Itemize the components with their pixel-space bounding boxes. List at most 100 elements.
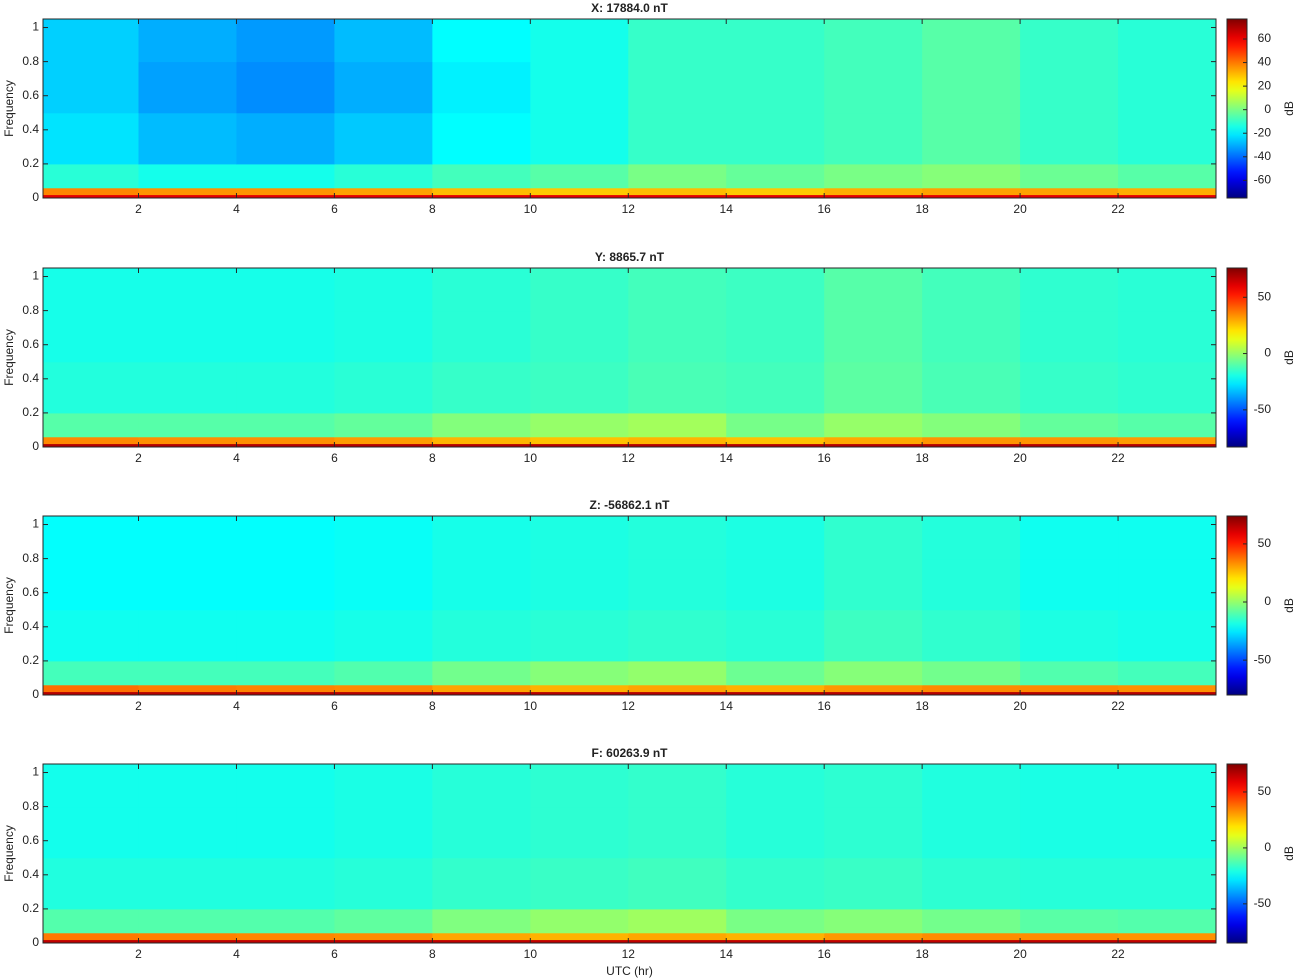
cell bbox=[432, 691, 531, 695]
cell bbox=[628, 660, 727, 686]
cell bbox=[43, 806, 140, 859]
cell bbox=[138, 163, 237, 189]
cell bbox=[43, 443, 140, 447]
x-tick-label: 10 bbox=[524, 202, 538, 216]
cell bbox=[236, 112, 335, 165]
y-tick-label: 1 bbox=[32, 269, 39, 283]
cell bbox=[43, 691, 140, 695]
cell bbox=[628, 187, 727, 196]
x-tick-label: 8 bbox=[429, 202, 436, 216]
cell bbox=[432, 61, 531, 114]
cell bbox=[726, 436, 825, 445]
cell bbox=[138, 684, 237, 693]
cell bbox=[334, 194, 433, 198]
cell bbox=[43, 764, 140, 808]
cell bbox=[43, 932, 140, 941]
chart-title: Z: -56862.1 nT bbox=[589, 498, 670, 512]
cell bbox=[43, 609, 140, 662]
cell bbox=[236, 764, 335, 808]
cell bbox=[530, 436, 629, 445]
cell bbox=[628, 857, 727, 910]
x-tick-label: 4 bbox=[233, 947, 240, 961]
cell bbox=[922, 436, 1021, 445]
cell bbox=[824, 939, 923, 943]
cell bbox=[432, 806, 531, 859]
cell bbox=[1118, 908, 1216, 934]
cell bbox=[432, 19, 531, 63]
cell bbox=[824, 516, 923, 560]
cell bbox=[432, 194, 531, 198]
cell bbox=[236, 908, 335, 934]
cell bbox=[1020, 268, 1119, 312]
cell bbox=[334, 443, 433, 447]
cell bbox=[334, 268, 433, 312]
cell bbox=[1118, 443, 1216, 447]
x-tick-label: 18 bbox=[915, 947, 929, 961]
x-tick-label: 12 bbox=[622, 451, 636, 465]
y-tick-label: 0.4 bbox=[22, 619, 39, 633]
cell bbox=[236, 691, 335, 695]
cell bbox=[530, 310, 629, 363]
cell bbox=[138, 187, 237, 196]
cell bbox=[726, 187, 825, 196]
x-tick-label: 6 bbox=[331, 699, 338, 713]
x-tick-label: 8 bbox=[429, 947, 436, 961]
cell bbox=[43, 558, 140, 611]
cell bbox=[824, 609, 923, 662]
y-tick-label: 0.4 bbox=[22, 371, 39, 385]
y-tick-label: 0.4 bbox=[22, 867, 39, 881]
cell bbox=[1118, 361, 1216, 414]
cell bbox=[236, 516, 335, 560]
cell bbox=[432, 412, 531, 438]
cell bbox=[43, 412, 140, 438]
cell bbox=[43, 939, 140, 943]
cell bbox=[726, 939, 825, 943]
cell bbox=[628, 806, 727, 859]
cell bbox=[236, 361, 335, 414]
cell bbox=[922, 412, 1021, 438]
axes-box bbox=[42, 18, 1217, 199]
cell bbox=[138, 558, 237, 611]
colorbar-tick-label: -50 bbox=[1254, 896, 1272, 910]
cell bbox=[1118, 764, 1216, 808]
x-tick-label: 14 bbox=[720, 451, 734, 465]
x-tick-label: 2 bbox=[135, 947, 142, 961]
cell bbox=[432, 857, 531, 910]
x-tick-label: 20 bbox=[1013, 699, 1027, 713]
cell bbox=[530, 194, 629, 198]
x-tick-label: 16 bbox=[818, 699, 832, 713]
x-tick-label: 18 bbox=[915, 699, 929, 713]
y-tick-label: 1 bbox=[32, 517, 39, 531]
cell bbox=[334, 806, 433, 859]
cell bbox=[1118, 806, 1216, 859]
cell bbox=[138, 19, 237, 63]
cell bbox=[138, 436, 237, 445]
cell bbox=[824, 684, 923, 693]
cell bbox=[334, 436, 433, 445]
x-tick-label: 12 bbox=[622, 947, 636, 961]
cell bbox=[334, 19, 433, 63]
x-tick-label: 12 bbox=[622, 699, 636, 713]
cell bbox=[1020, 558, 1119, 611]
cell bbox=[922, 443, 1021, 447]
cell bbox=[628, 163, 727, 189]
cell bbox=[1020, 61, 1119, 114]
cell bbox=[1118, 61, 1216, 114]
cell bbox=[530, 163, 629, 189]
colorbar-label: dB bbox=[1282, 101, 1296, 116]
heatmap bbox=[43, 516, 1216, 695]
cell bbox=[43, 194, 140, 198]
colorbar-tick-label: 60 bbox=[1258, 31, 1272, 45]
cell bbox=[138, 194, 237, 198]
cell bbox=[824, 112, 923, 165]
cell bbox=[138, 268, 237, 312]
cell bbox=[43, 857, 140, 910]
cell bbox=[334, 361, 433, 414]
cell bbox=[726, 558, 825, 611]
y-tick-label: 0.8 bbox=[22, 799, 39, 813]
cell bbox=[530, 19, 629, 63]
cell bbox=[530, 412, 629, 438]
cell bbox=[138, 660, 237, 686]
colorbar-label: dB bbox=[1282, 846, 1296, 861]
